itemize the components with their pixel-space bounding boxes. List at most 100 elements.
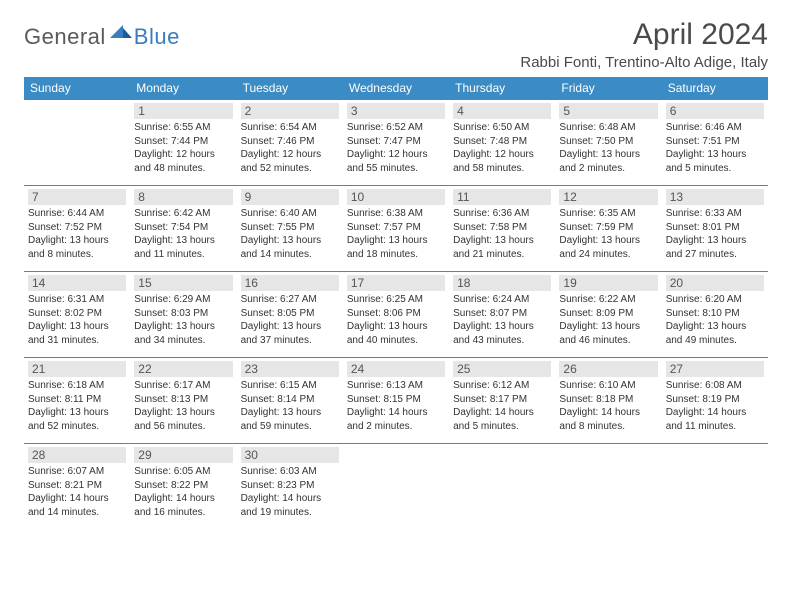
day-info: Sunrise: 6:24 AMSunset: 8:07 PMDaylight:… (453, 293, 551, 347)
day-info-line: Daylight: 13 hours (241, 320, 339, 334)
day-info-line: Sunset: 8:10 PM (666, 307, 764, 321)
brand-triangle-icon (110, 22, 132, 43)
day-info: Sunrise: 6:08 AMSunset: 8:19 PMDaylight:… (666, 379, 764, 433)
day-info-line: Daylight: 13 hours (666, 320, 764, 334)
day-info-line: Sunrise: 6:08 AM (666, 379, 764, 393)
day-info: Sunrise: 6:31 AMSunset: 8:02 PMDaylight:… (28, 293, 126, 347)
calendar-day-cell: 27 Sunrise: 6:08 AMSunset: 8:19 PMDayligh… (662, 358, 768, 444)
day-info-line: Sunrise: 6:42 AM (134, 207, 232, 221)
day-info-line: and 43 minutes. (453, 334, 551, 348)
day-number: 25 (453, 361, 551, 377)
calendar-day-cell: 12Sunrise: 6:35 AMSunset: 7:59 PMDayligh… (555, 186, 661, 272)
day-info: Sunrise: 6:42 AMSunset: 7:54 PMDaylight:… (134, 207, 232, 261)
day-info-line: Sunset: 8:22 PM (134, 479, 232, 493)
day-info-line: and 52 minutes. (28, 420, 126, 434)
day-info-line: Sunrise: 6:40 AM (241, 207, 339, 221)
day-number: 5 (559, 103, 657, 119)
calendar-day-cell: 13Sunrise: 6:33 AMSunset: 8:01 PMDayligh… (662, 186, 768, 272)
day-info: Sunrise: 6:03 AMSunset: 8:23 PMDaylight:… (241, 465, 339, 519)
day-info-line: Sunrise: 6:31 AM (28, 293, 126, 307)
day-info-line: Sunrise: 6:05 AM (134, 465, 232, 479)
day-number: 21 (28, 361, 126, 377)
day-info-line: Sunrise: 6:35 AM (559, 207, 657, 221)
calendar-day-cell (449, 444, 555, 530)
calendar-day-cell: 10Sunrise: 6:38 AMSunset: 7:57 PMDayligh… (343, 186, 449, 272)
day-info-line: Daylight: 12 hours (453, 148, 551, 162)
day-info-line: and 48 minutes. (134, 162, 232, 176)
day-info: Sunrise: 6:44 AMSunset: 7:52 PMDaylight:… (28, 207, 126, 261)
day-info-line: Daylight: 13 hours (453, 320, 551, 334)
calendar-day-cell: 17Sunrise: 6:25 AMSunset: 8:06 PMDayligh… (343, 272, 449, 358)
calendar-week-row: 1Sunrise: 6:55 AMSunset: 7:44 PMDaylight… (24, 100, 768, 186)
day-info: Sunrise: 6:10 AMSunset: 8:18 PMDaylight:… (559, 379, 657, 433)
day-info-line: Sunset: 8:02 PM (28, 307, 126, 321)
day-info-line: and 40 minutes. (347, 334, 445, 348)
day-info-line: Sunrise: 6:25 AM (347, 293, 445, 307)
weekday-header-row: Sunday Monday Tuesday Wednesday Thursday… (24, 77, 768, 100)
day-number: 6 (666, 103, 764, 119)
day-info-line: Sunset: 8:21 PM (28, 479, 126, 493)
day-info-line: Sunrise: 6:54 AM (241, 121, 339, 135)
day-number: 23 (241, 361, 339, 377)
day-number: 18 (453, 275, 551, 291)
day-info: Sunrise: 6:15 AMSunset: 8:14 PMDaylight:… (241, 379, 339, 433)
day-info-line: Sunrise: 6:44 AM (28, 207, 126, 221)
calendar-day-cell: 14 Sunrise: 6:31 AMSunset: 8:02 PMDayligh… (24, 272, 130, 358)
day-info-line: Sunrise: 6:18 AM (28, 379, 126, 393)
title-block: April 2024 Rabbi Fonti, Trentino-Alto Ad… (520, 18, 768, 71)
day-info: Sunrise: 6:27 AMSunset: 8:05 PMDaylight:… (241, 293, 339, 347)
day-info-line: Sunrise: 6:52 AM (347, 121, 445, 135)
day-info-line: Sunrise: 6:24 AM (453, 293, 551, 307)
day-info-line: Daylight: 13 hours (134, 406, 232, 420)
day-info: Sunrise: 6:35 AMSunset: 7:59 PMDaylight:… (559, 207, 657, 261)
day-info: Sunrise: 6:50 AMSunset: 7:48 PMDaylight:… (453, 121, 551, 175)
day-info-line: and 52 minutes. (241, 162, 339, 176)
brand-part1: General (24, 24, 106, 50)
day-info-line: Daylight: 13 hours (666, 234, 764, 248)
day-number: 10 (347, 189, 445, 205)
day-info-line: and 8 minutes. (559, 420, 657, 434)
day-info-line: Daylight: 13 hours (666, 148, 764, 162)
day-info-line: and 49 minutes. (666, 334, 764, 348)
day-info-line: and 5 minutes. (453, 420, 551, 434)
weekday-header: Sunday (24, 77, 130, 100)
calendar-day-cell: 19Sunrise: 6:22 AMSunset: 8:09 PMDayligh… (555, 272, 661, 358)
day-number: 27 (666, 361, 764, 377)
calendar-day-cell (555, 444, 661, 530)
day-info-line: and 37 minutes. (241, 334, 339, 348)
day-info-line: and 2 minutes. (347, 420, 445, 434)
calendar-body: 1Sunrise: 6:55 AMSunset: 7:44 PMDaylight… (24, 100, 768, 530)
day-info-line: Sunrise: 6:48 AM (559, 121, 657, 135)
day-info-line: and 55 minutes. (347, 162, 445, 176)
day-number: 14 (28, 275, 126, 291)
calendar-table: Sunday Monday Tuesday Wednesday Thursday… (24, 77, 768, 530)
calendar-week-row: 28Sunrise: 6:07 AMSunset: 8:21 PMDayligh… (24, 444, 768, 530)
calendar-day-cell: 5Sunrise: 6:48 AMSunset: 7:50 PMDaylight… (555, 100, 661, 186)
day-info-line: Daylight: 13 hours (347, 234, 445, 248)
day-info-line: and 16 minutes. (134, 506, 232, 520)
day-info-line: Sunset: 7:51 PM (666, 135, 764, 149)
day-info-line: and 21 minutes. (453, 248, 551, 262)
weekday-header: Monday (130, 77, 236, 100)
day-number: 13 (666, 189, 764, 205)
day-info-line: Daylight: 13 hours (241, 406, 339, 420)
day-info: Sunrise: 6:20 AMSunset: 8:10 PMDaylight:… (666, 293, 764, 347)
calendar-day-cell: 8 Sunrise: 6:42 AMSunset: 7:54 PMDaylight… (130, 186, 236, 272)
day-number: 8 (134, 189, 232, 205)
day-info-line: and 14 minutes. (241, 248, 339, 262)
day-info-line: Daylight: 14 hours (28, 492, 126, 506)
day-info-line: Sunrise: 6:15 AM (241, 379, 339, 393)
day-info-line: Daylight: 13 hours (134, 234, 232, 248)
day-info-line: Daylight: 14 hours (241, 492, 339, 506)
day-info-line: Daylight: 13 hours (28, 320, 126, 334)
day-info-line: Sunset: 7:57 PM (347, 221, 445, 235)
day-info-line: Daylight: 14 hours (453, 406, 551, 420)
day-info-line: Daylight: 13 hours (134, 320, 232, 334)
day-info-line: Sunset: 8:11 PM (28, 393, 126, 407)
day-info-line: and 46 minutes. (559, 334, 657, 348)
day-number: 22 (134, 361, 232, 377)
day-info-line: Daylight: 14 hours (559, 406, 657, 420)
calendar-day-cell: 22Sunrise: 6:17 AMSunset: 8:13 PMDayligh… (130, 358, 236, 444)
day-number: 7 (28, 189, 126, 205)
day-info-line: and 56 minutes. (134, 420, 232, 434)
